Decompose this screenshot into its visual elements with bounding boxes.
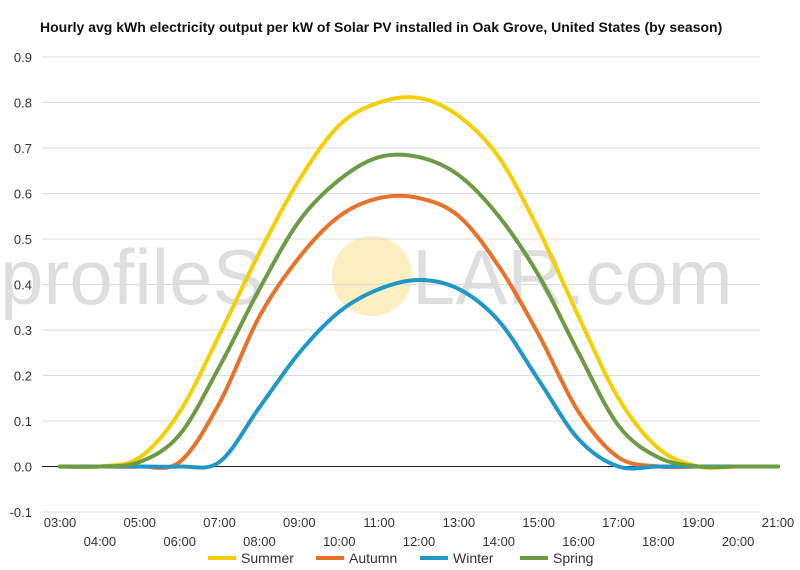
y-tick-label: -0.1 xyxy=(10,505,32,520)
legend-label-summer: Summer xyxy=(241,550,294,566)
x-tick-label: 19:00 xyxy=(682,515,715,530)
x-tick-label: 11:00 xyxy=(363,515,395,530)
x-tick-label: 07:00 xyxy=(203,515,236,530)
y-axis-ticks: -0.1 0.0 0.1 0.2 0.3 0.4 0.5 0.6 0.7 0.8 0.9 xyxy=(10,50,32,520)
legend-label-winter: Winter xyxy=(453,550,494,566)
y-tick-label: 0.5 xyxy=(14,232,32,247)
x-tick-label: 05:00 xyxy=(124,515,157,530)
y-tick-label: 0.7 xyxy=(14,141,32,156)
x-tick-label: 12:00 xyxy=(403,534,436,549)
y-tick-label: 0.0 xyxy=(14,460,32,475)
watermark-sun-icon xyxy=(332,236,412,316)
y-tick-label: 0.4 xyxy=(14,278,32,293)
watermark: profileS LAR.com xyxy=(0,233,733,321)
legend-label-autumn: Autumn xyxy=(349,550,397,566)
x-tick-label: 13:00 xyxy=(443,515,476,530)
x-axis-ticks: 03:00 04:00 05:00 06:00 07:00 08:00 09:00 10:00… xyxy=(44,515,795,549)
grid-lines xyxy=(42,56,760,513)
x-tick-label: 09:00 xyxy=(283,515,316,530)
series-line-spring xyxy=(58,152,780,470)
legend-label-spring: Spring xyxy=(553,550,593,566)
y-tick-label: 0.2 xyxy=(14,369,32,384)
y-tick-label: 0.9 xyxy=(14,50,32,65)
x-tick-label: 14:00 xyxy=(483,534,516,549)
x-tick-label: 10:00 xyxy=(323,534,356,549)
x-tick-label: 03:00 xyxy=(44,515,77,530)
watermark-text-left: profileS xyxy=(0,233,264,321)
y-tick-label: 0.6 xyxy=(14,187,32,202)
x-tick-label: 18:00 xyxy=(642,534,675,549)
legend: Summer Autumn Winter Spring xyxy=(208,550,593,566)
x-tick-label: 17:00 xyxy=(602,515,635,530)
series-line-winter xyxy=(58,277,780,471)
series-line-summer xyxy=(58,95,780,470)
x-tick-label: 20:00 xyxy=(722,534,755,549)
x-tick-label: 21:00 xyxy=(762,515,795,530)
y-tick-label: 0.3 xyxy=(14,323,32,338)
x-tick-label: 16:00 xyxy=(562,534,595,549)
y-tick-label: 0.1 xyxy=(14,414,32,429)
chart-title: Hourly avg kWh electricity output per kW… xyxy=(40,19,723,35)
y-tick-label: 0.8 xyxy=(14,96,32,111)
series-lines xyxy=(58,95,780,471)
x-tick-label: 06:00 xyxy=(163,534,196,549)
x-tick-label: 04:00 xyxy=(84,534,117,549)
x-tick-label: 08:00 xyxy=(243,534,276,549)
x-tick-label: 15:00 xyxy=(522,515,555,530)
